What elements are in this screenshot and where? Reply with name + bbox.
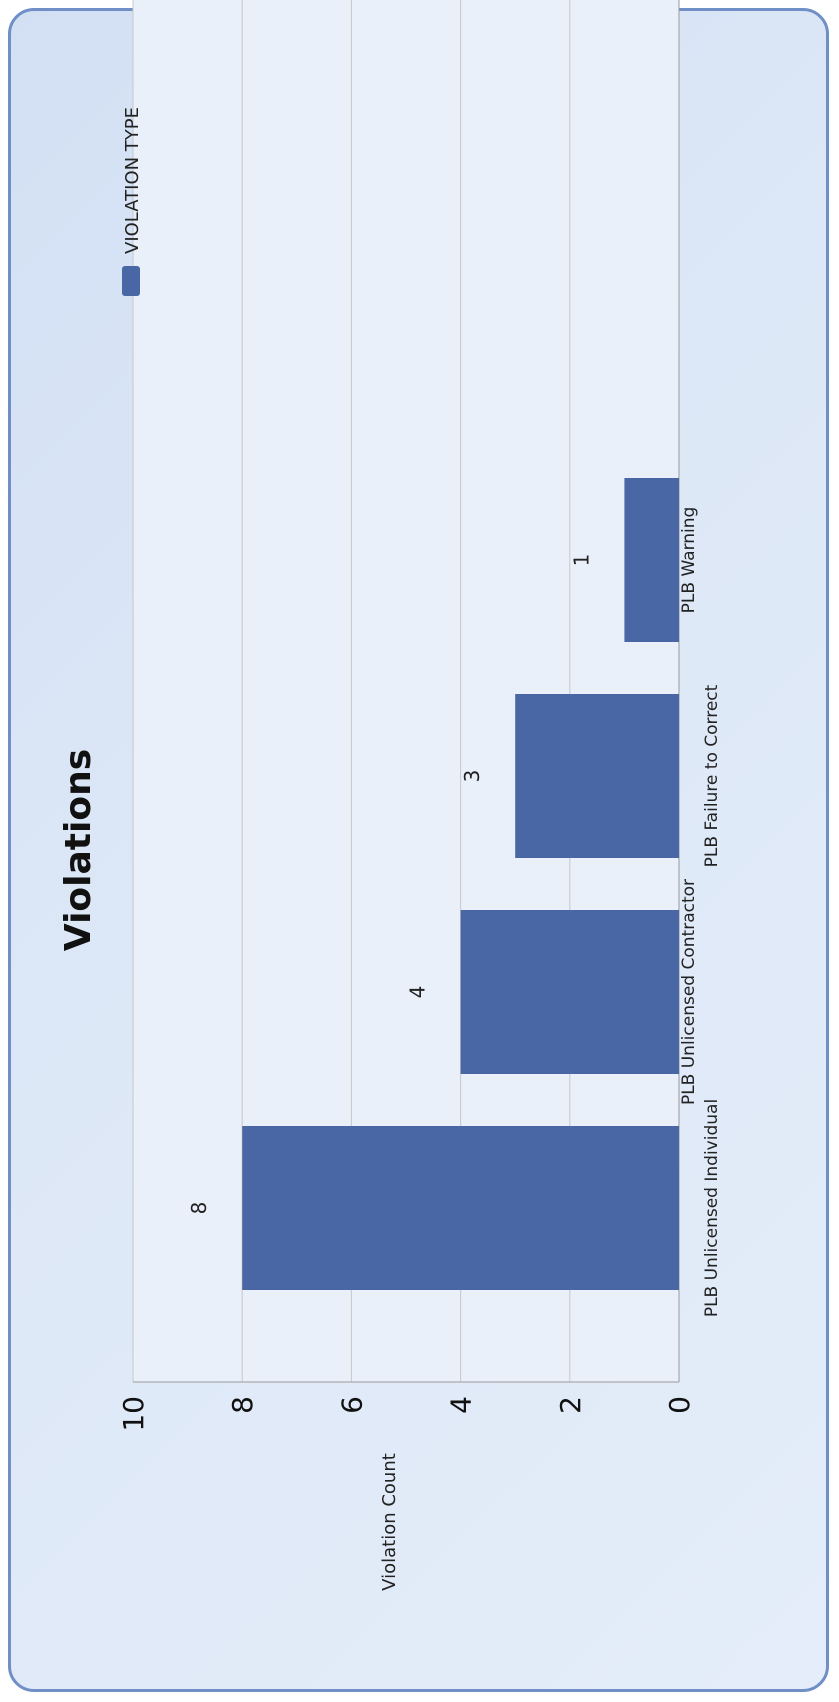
y-tick-label: 0 (663, 1396, 696, 1414)
y-tick-label: 4 (445, 1396, 478, 1414)
bar (624, 478, 680, 642)
x-category-label: PLB Unlicensed Contractor (679, 879, 699, 1105)
y-tick-labels: 0 2 4 6 8 10 (117, 1396, 696, 1432)
chart-title: Violations (58, 749, 99, 951)
legend-swatch (122, 266, 140, 296)
y-tick-label: 10 (117, 1396, 150, 1432)
legend: VIOLATION TYPE (122, 107, 143, 296)
legend-label: VIOLATION TYPE (122, 107, 143, 254)
bar (515, 694, 680, 858)
x-category-label: PLB Unlicensed Individual (702, 1099, 722, 1317)
data-label: 4 (406, 986, 430, 999)
y-tick-label: 2 (554, 1396, 587, 1414)
bar (460, 910, 679, 1074)
y-tick-label: 8 (226, 1396, 259, 1414)
x-category-label: PLB Failure to Correct (702, 684, 722, 867)
bar (242, 1126, 679, 1290)
bars (242, 478, 680, 1290)
x-category-label: PLB Warning (679, 507, 699, 614)
data-label: 1 (569, 554, 593, 567)
data-label: 3 (460, 770, 484, 783)
data-label: 8 (187, 1202, 211, 1215)
y-axis-label: Violation Count (379, 1453, 400, 1591)
data-labels: 8 4 3 1 (187, 554, 593, 1215)
y-tick-label: 6 (335, 1396, 368, 1414)
